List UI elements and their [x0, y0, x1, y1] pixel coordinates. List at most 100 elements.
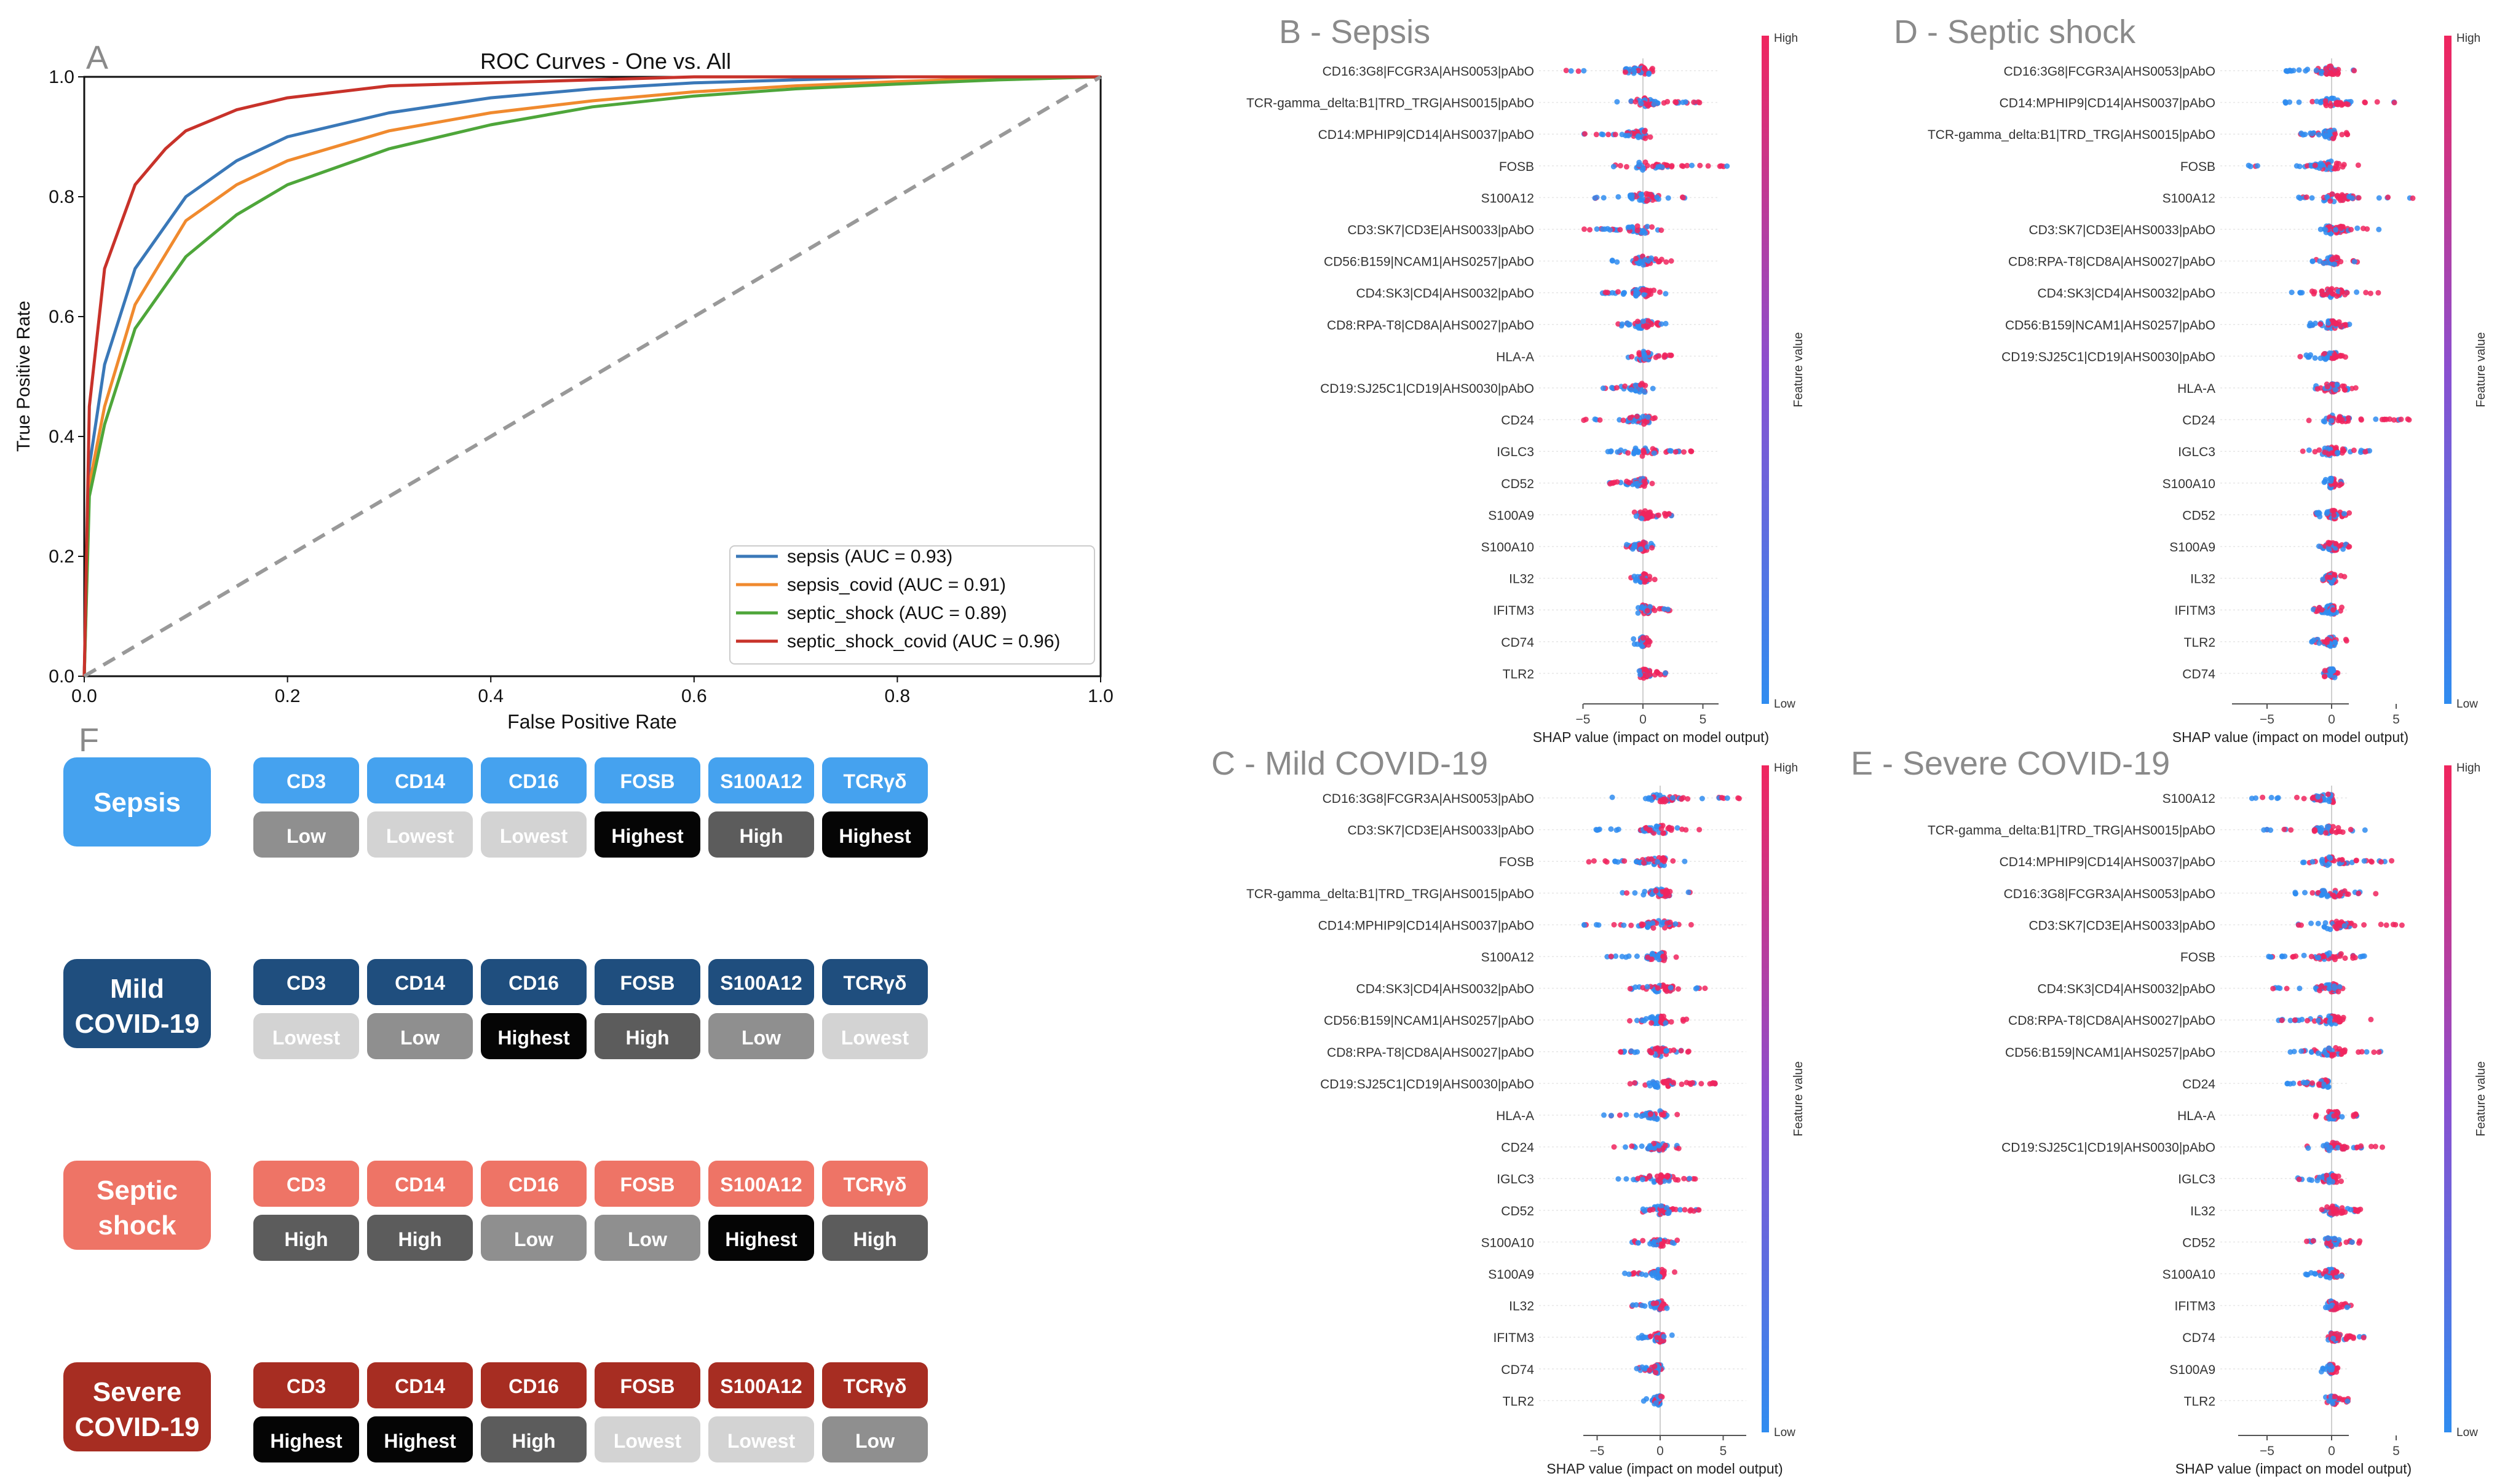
level-chip	[595, 1416, 700, 1462]
shap-row-points	[2284, 1077, 2332, 1090]
shap-point	[2326, 861, 2332, 867]
shap-point	[2329, 71, 2335, 77]
shap-x-tick-label: 5	[1700, 712, 1707, 727]
shap-point	[1675, 1177, 1681, 1183]
shap-point	[2336, 415, 2342, 421]
shap-point	[2290, 1080, 2297, 1086]
shap-point	[2353, 858, 2359, 864]
marker-name: S100A12	[720, 972, 802, 994]
shap-row-points	[1634, 1362, 1665, 1376]
shap-row-points	[1622, 1266, 1677, 1281]
shap-point	[2310, 1238, 2316, 1244]
shap-point	[2330, 1269, 2336, 1276]
shap-point	[2298, 922, 2304, 928]
shap-point	[1660, 830, 1666, 836]
shap-point	[1611, 922, 1617, 928]
shap-feature-label: IGLC3	[1497, 1172, 1534, 1186]
shap-point	[2321, 418, 2327, 424]
shap-feature-label: IFITM3	[2175, 604, 2216, 618]
shap-feature-label: CD56:B159|NCAM1|AHS0257|pAbO	[1324, 255, 1534, 269]
condition-label-line2: shock	[98, 1210, 176, 1241]
shap-point	[1658, 1175, 1664, 1181]
shap-point	[2357, 449, 2364, 456]
shap-point	[1635, 1175, 1641, 1182]
shap-point	[2329, 95, 2335, 101]
shap-point	[2364, 1049, 2370, 1055]
shap-colorbar-low: Low	[1774, 1426, 1795, 1439]
shap-feature-label: TCR-gamma_delta:B1|TRD_TRG|AHS0015|pAbO	[1246, 97, 1534, 111]
shap-point	[2327, 1362, 2333, 1368]
shap-point	[1657, 289, 1663, 295]
shap-point	[2327, 540, 2333, 546]
shap-feature-label: S100A10	[1481, 1236, 1534, 1250]
shap-row-points	[2309, 634, 2349, 649]
shap-point	[1615, 321, 1621, 327]
shap-point	[2305, 1017, 2310, 1024]
condition-label: Sepsis	[93, 787, 181, 818]
shap-point	[2340, 1014, 2346, 1020]
shap-row-points	[1636, 1330, 1675, 1345]
shap-point	[1650, 1273, 1656, 1279]
level-label: Highest	[725, 1228, 797, 1250]
roc-legend-entry: septic_shock_covid (AUC = 0.96)	[787, 631, 1060, 652]
shap-point	[1591, 858, 1597, 864]
level-label: Highest	[839, 825, 911, 847]
marker-name: CD3	[287, 770, 326, 792]
shap-point	[1638, 100, 1644, 106]
shap-point	[1651, 1145, 1657, 1151]
shap-point	[2336, 1237, 2342, 1243]
shap-point	[2279, 1017, 2285, 1024]
shap-feature-label: S100A12	[1481, 191, 1534, 205]
shap-feature-label: CD74	[2182, 667, 2215, 681]
level-chip	[595, 811, 700, 858]
level-chip	[822, 1013, 928, 1059]
shap-point	[1644, 984, 1650, 990]
shap-feature-label: CD8:RPA-T8|CD8A|AHS0027|pAbO	[1327, 1046, 1534, 1060]
shap-point	[1647, 1048, 1653, 1054]
shap-colorbar-low: Low	[2456, 1426, 2478, 1439]
roc-curves	[82, 75, 1102, 678]
shap-point	[1633, 1302, 1639, 1308]
shap-point	[2352, 923, 2357, 929]
shap-row-points	[1599, 286, 1669, 299]
shap-point	[1648, 1333, 1653, 1340]
shap-point	[2333, 1209, 2339, 1215]
shap-point	[1652, 1046, 1658, 1052]
shap-point	[2309, 258, 2316, 264]
roc-curve-2	[82, 75, 1101, 677]
shap-point	[1663, 670, 1668, 676]
shap-point	[1661, 1079, 1667, 1085]
shap-row-points	[1615, 318, 1669, 331]
condition-label-box	[63, 757, 211, 847]
shap-point	[2335, 989, 2341, 995]
shap-point	[1661, 1333, 1667, 1340]
marker-name: TCRγδ	[844, 972, 907, 994]
shap-point	[1645, 954, 1651, 960]
shap-point	[2334, 193, 2340, 199]
shap-row-points	[2319, 1203, 2364, 1218]
shap-row-points	[2297, 350, 2348, 362]
shap-row-points	[2325, 1330, 2367, 1344]
shap-row-points	[1604, 950, 1679, 963]
shap-point	[2353, 1207, 2359, 1214]
shap-point	[1663, 291, 1669, 297]
shap-point	[2296, 1176, 2302, 1182]
shap-point	[1659, 1269, 1665, 1275]
shap-point	[1631, 1270, 1637, 1276]
shap-point	[1695, 99, 1701, 105]
shap-point	[1664, 920, 1670, 926]
shap-point	[1653, 826, 1659, 832]
shap-point	[2320, 576, 2326, 582]
roc-y-tick-label: 0.4	[49, 427, 74, 447]
shap-point	[2337, 1395, 2343, 1402]
shap-point	[2331, 1236, 2337, 1242]
roc-x-tick-label: 0.8	[885, 686, 911, 706]
roc-axis-ticks: 0.0 0.2 0.4 0.6 0.8 1.0 0.0 0.2 0.4 0.6 0.8 1.0	[49, 67, 1114, 706]
shap-point	[2334, 382, 2340, 388]
marker-name: FOSB	[620, 1375, 675, 1397]
shap-feature-label: FOSB	[2180, 950, 2215, 965]
shap-point	[1688, 922, 1694, 928]
shap-point	[1653, 1400, 1659, 1406]
shap-point	[2372, 1143, 2378, 1150]
shap-point	[1624, 542, 1630, 548]
